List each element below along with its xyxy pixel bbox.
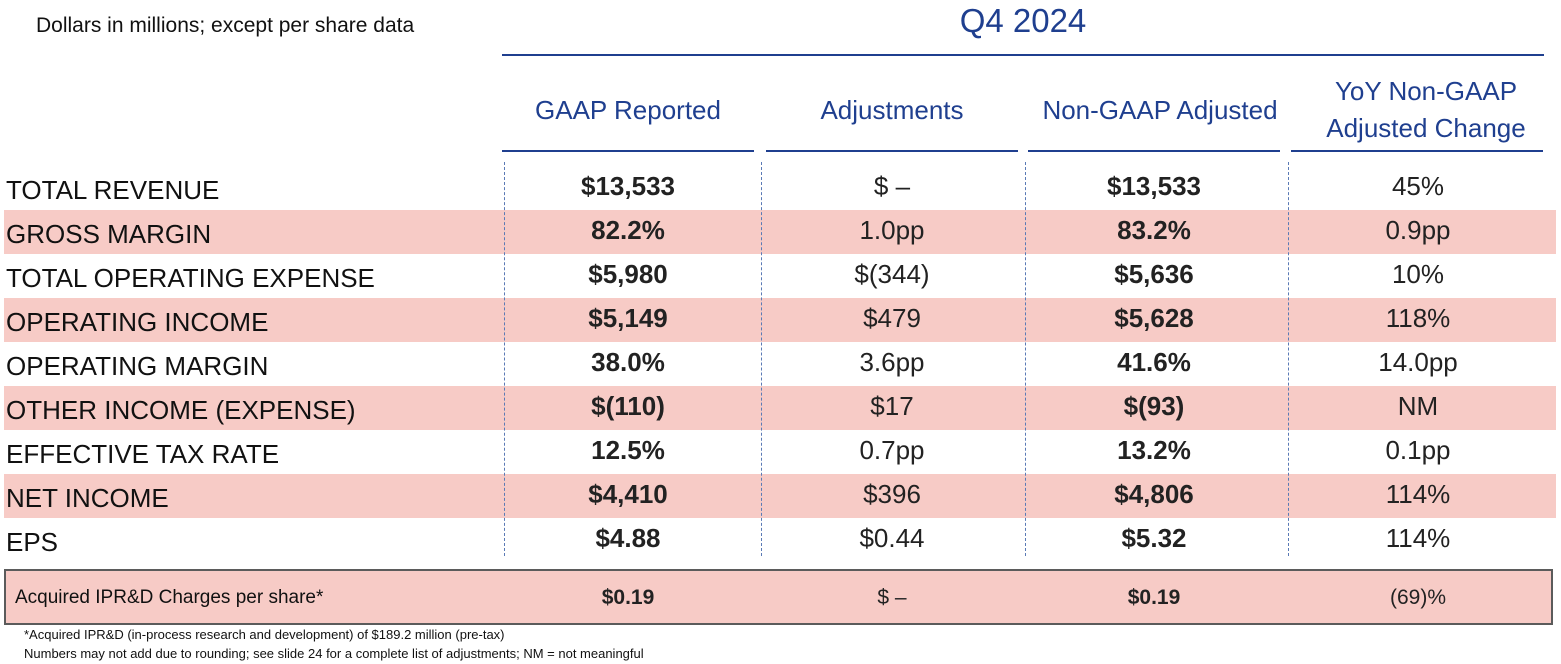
gaap-value: $4.88 — [595, 523, 661, 553]
adjustment-value: $0.44 — [859, 523, 925, 553]
column-divider-gaap — [502, 150, 754, 152]
adjustment-value: $ – — [877, 586, 907, 609]
period-title: Q4 2024 — [959, 2, 1087, 39]
adjustment-value: $17 — [870, 391, 914, 421]
gaap-value: $4,410 — [588, 479, 668, 509]
non-gaap-value: $0.19 — [1127, 586, 1181, 609]
adjustment-value: 3.6pp — [859, 347, 925, 377]
yoy-value: 0.1pp — [1385, 435, 1451, 465]
footnote-rounding: Numbers may not add due to rounding; see… — [24, 646, 644, 661]
non-gaap-value: 83.2% — [1117, 215, 1191, 245]
table-row: OPERATING MARGIN 38.0% 3.6pp 41.6% 14.0p… — [4, 342, 1556, 386]
non-gaap-value: $5,636 — [1114, 259, 1194, 289]
column-header-non-gaap: Non-GAAP Adjusted — [1042, 94, 1278, 125]
column-header-yoy: YoY Non-GAAP Adjusted Change — [1326, 76, 1526, 143]
row-label: EPS — [6, 527, 59, 557]
column-separator — [1288, 162, 1289, 556]
column-separator — [504, 162, 505, 556]
adjustment-value: 0.7pp — [859, 435, 925, 465]
yoy-value: 10% — [1391, 259, 1445, 289]
non-gaap-value: $5.32 — [1121, 523, 1187, 553]
non-gaap-value: $4,806 — [1114, 479, 1194, 509]
gaap-value: 38.0% — [591, 347, 665, 377]
adjustment-value: 1.0pp — [859, 215, 925, 245]
non-gaap-value: $13,533 — [1107, 171, 1201, 201]
row-label: Acquired IPR&D Charges per share* — [15, 587, 324, 608]
column-header-adjustments: Adjustments — [820, 94, 964, 125]
yoy-value: (69)% — [1389, 586, 1447, 609]
column-divider-adjustments — [766, 150, 1018, 152]
row-label: OTHER INCOME (EXPENSE) — [6, 395, 356, 425]
row-label: OPERATING INCOME — [6, 307, 269, 337]
gaap-value: $5,980 — [588, 259, 668, 289]
table-row: TOTAL REVENUE $13,533 $ – $13,533 45% — [4, 166, 1556, 210]
table-row: EFFECTIVE TAX RATE 12.5% 0.7pp 13.2% 0.1… — [4, 430, 1556, 474]
gaap-value: $0.19 — [601, 586, 655, 609]
footnote-ipr: *Acquired IPR&D (in-process research and… — [24, 627, 505, 642]
table-row: GROSS MARGIN 82.2% 1.0pp 83.2% 0.9pp — [4, 210, 1556, 254]
units-note: Dollars in millions; except per share da… — [36, 14, 415, 37]
ipr-charges-row: Acquired IPR&D Charges per share* $0.19 … — [4, 569, 1553, 625]
gaap-value: 82.2% — [591, 215, 665, 245]
column-divider-non-gaap — [1028, 150, 1280, 152]
non-gaap-value: 41.6% — [1117, 347, 1191, 377]
column-divider-yoy — [1291, 150, 1543, 152]
column-separator — [761, 162, 762, 556]
period-divider — [502, 54, 1544, 56]
adjustment-value: $(344) — [854, 259, 930, 289]
yoy-value: 45% — [1391, 171, 1445, 201]
yoy-value: NM — [1397, 391, 1439, 421]
row-label: EFFECTIVE TAX RATE — [6, 439, 280, 469]
column-separator — [1025, 162, 1026, 556]
yoy-value: 0.9pp — [1385, 215, 1451, 245]
adjustment-value: $396 — [863, 479, 921, 509]
row-label: TOTAL REVENUE — [6, 175, 220, 205]
row-label: TOTAL OPERATING EXPENSE — [6, 263, 375, 293]
yoy-value: 114% — [1385, 479, 1451, 509]
table-row: OPERATING INCOME $5,149 $479 $5,628 118% — [4, 298, 1556, 342]
gaap-value: 12.5% — [591, 435, 665, 465]
gaap-value: $(110) — [591, 391, 665, 421]
non-gaap-value: $5,628 — [1114, 303, 1194, 333]
column-header-gaap: GAAP Reported — [535, 94, 721, 125]
non-gaap-value: $(93) — [1123, 391, 1185, 421]
table-row: EPS $4.88 $0.44 $5.32 114% — [4, 518, 1556, 562]
table-row: NET INCOME $4,410 $396 $4,806 114% — [4, 474, 1556, 518]
yoy-value: 118% — [1385, 303, 1451, 333]
gaap-value: $13,533 — [581, 171, 675, 201]
row-label: NET INCOME — [6, 483, 169, 513]
table-row: OTHER INCOME (EXPENSE) $(110) $17 $(93) … — [4, 386, 1556, 430]
yoy-value: 114% — [1385, 523, 1451, 553]
yoy-value: 14.0pp — [1378, 347, 1458, 377]
row-label: OPERATING MARGIN — [6, 351, 269, 381]
adjustment-value: $ – — [873, 171, 911, 201]
non-gaap-value: 13.2% — [1117, 435, 1191, 465]
adjustment-value: $479 — [863, 303, 921, 333]
row-label: GROSS MARGIN — [6, 219, 212, 249]
gaap-value: $5,149 — [588, 303, 668, 333]
table-row: TOTAL OPERATING EXPENSE $5,980 $(344) $5… — [4, 254, 1556, 298]
